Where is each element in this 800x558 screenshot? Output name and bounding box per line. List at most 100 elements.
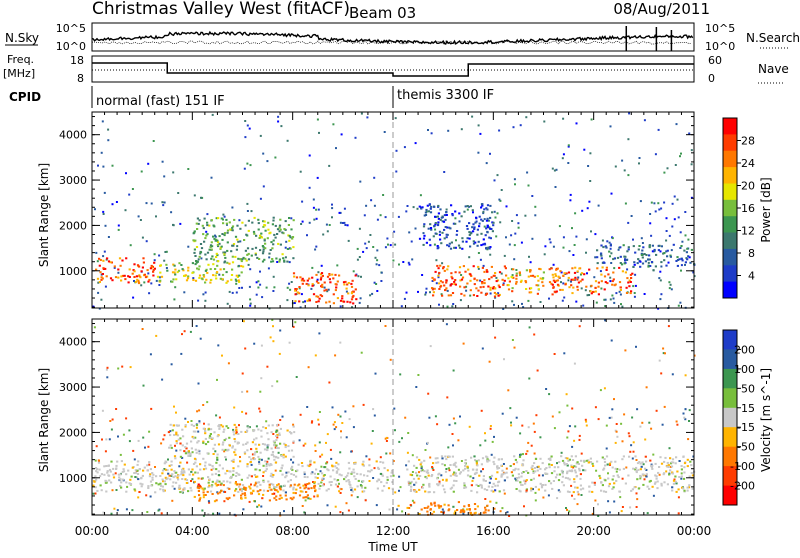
region-cell xyxy=(534,485,537,488)
scatter-cell xyxy=(542,496,545,499)
scatter-cell xyxy=(690,149,693,152)
region-cell xyxy=(290,449,294,452)
scatter-cell xyxy=(234,278,237,281)
region-cell xyxy=(181,268,184,271)
scatter-cell xyxy=(571,494,573,497)
region-cell xyxy=(149,267,152,270)
region-cell xyxy=(536,292,539,295)
region-cell xyxy=(645,475,648,478)
scatter-cell xyxy=(669,283,672,286)
scatter-cell xyxy=(121,365,124,368)
region-cell xyxy=(477,485,480,487)
scatter-cell xyxy=(533,333,536,336)
x-tick-labels: 00:00 04:00 08:00 12:00 16:00 20:00 00:00 xyxy=(75,524,712,538)
region-cell xyxy=(436,477,439,480)
region-cell xyxy=(309,463,312,466)
scatter-cell xyxy=(247,263,250,266)
region-cell xyxy=(115,464,118,467)
scatter-cell xyxy=(326,433,329,436)
scatter-cell xyxy=(142,436,145,439)
scatter-cell xyxy=(615,470,618,473)
scatter-cell xyxy=(627,221,630,224)
region-cell xyxy=(120,279,123,282)
region-cell xyxy=(313,485,316,488)
region-cell xyxy=(622,467,625,470)
region-cell xyxy=(430,503,433,506)
region-cell xyxy=(355,298,358,301)
region-cell xyxy=(191,468,194,471)
region-cell xyxy=(254,482,257,485)
region-cell xyxy=(476,279,479,282)
region-cell xyxy=(641,249,644,252)
scatter-cell xyxy=(610,252,613,255)
scatter-cell xyxy=(298,287,301,290)
region-cell xyxy=(226,498,230,501)
region-cell xyxy=(441,281,444,284)
region-cell xyxy=(240,430,243,433)
scatter-cell xyxy=(553,169,556,172)
scatter-cell xyxy=(499,221,502,224)
scatter-cell xyxy=(477,151,480,154)
region-cell xyxy=(446,233,449,236)
scatter-cell xyxy=(508,243,511,246)
scatter-cell xyxy=(586,207,589,210)
scatter-cell xyxy=(364,242,367,245)
region-cell xyxy=(647,258,650,261)
region-cell xyxy=(610,460,613,463)
scatter-cell xyxy=(621,506,624,508)
region-cell xyxy=(573,465,576,468)
region-cell xyxy=(636,262,639,265)
region-cell xyxy=(197,440,200,443)
region-cell xyxy=(304,486,308,489)
region-cell xyxy=(141,266,144,269)
scatter-cell xyxy=(582,304,585,307)
region-cell xyxy=(683,249,686,252)
region-cell xyxy=(185,279,189,282)
region-cell xyxy=(226,487,229,490)
scatter-cell xyxy=(527,184,530,187)
region-cell xyxy=(550,472,554,475)
scatter-cell xyxy=(304,499,307,502)
region-cell xyxy=(183,470,186,473)
region-cell xyxy=(241,258,244,261)
region-cell xyxy=(124,278,127,281)
region-cell xyxy=(237,441,240,444)
region-cell xyxy=(492,460,495,463)
region-cell xyxy=(654,481,657,484)
region-cell xyxy=(287,471,290,474)
scatter-cell xyxy=(100,298,103,301)
region-cell xyxy=(196,471,199,474)
region-cell xyxy=(453,479,456,482)
region-cell xyxy=(492,286,495,288)
region-cell xyxy=(521,484,524,486)
scatter-cell xyxy=(643,293,646,295)
region-cell xyxy=(211,480,214,483)
scatter-cell xyxy=(94,459,97,462)
scatter-cell xyxy=(657,202,660,205)
region-cell xyxy=(362,464,365,467)
region-cell xyxy=(271,493,274,495)
scatter-cell xyxy=(665,217,668,220)
scatter-cell xyxy=(255,293,258,296)
y-tick-label: 3000 xyxy=(59,381,87,394)
region-cell xyxy=(426,510,429,513)
region-cell xyxy=(500,464,503,467)
region-cell xyxy=(253,232,256,235)
scatter-cell xyxy=(221,354,223,357)
region-cell xyxy=(353,488,357,491)
colorbar-swatch xyxy=(723,118,737,135)
region-cell xyxy=(432,462,435,465)
region-cell xyxy=(363,474,366,477)
region-cell xyxy=(564,283,567,286)
region-cell xyxy=(509,465,512,467)
scatter-cell xyxy=(682,412,685,415)
region-cell xyxy=(466,205,469,207)
velocity-ylabel: Slant Range [km] xyxy=(37,368,51,472)
scatter-cell xyxy=(643,119,646,122)
region-cell xyxy=(175,433,178,436)
region-cell xyxy=(612,278,615,281)
scatter-cell xyxy=(216,491,219,494)
scatter-cell xyxy=(259,283,262,286)
region-cell xyxy=(553,290,556,293)
region-cell xyxy=(651,485,654,488)
